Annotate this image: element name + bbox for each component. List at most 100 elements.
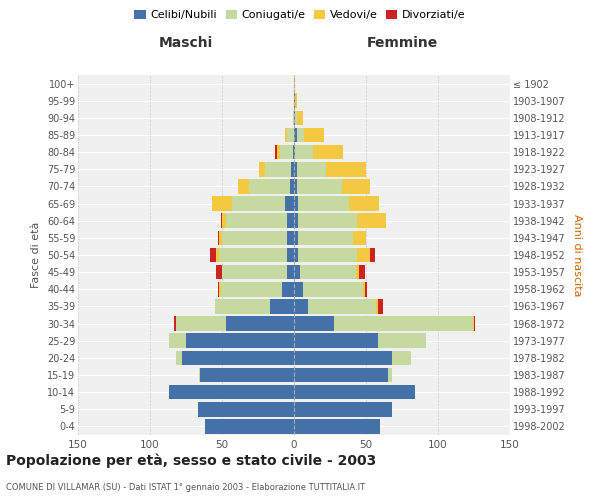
Bar bbox=[473, 316, 474, 331]
Bar bbox=[294, 282, 302, 296]
Bar bbox=[211, 248, 216, 262]
Bar bbox=[219, 282, 221, 296]
Bar bbox=[215, 299, 269, 314]
Bar bbox=[218, 230, 219, 245]
Bar bbox=[294, 128, 297, 142]
Bar bbox=[356, 265, 359, 280]
Bar bbox=[293, 110, 294, 125]
Bar bbox=[286, 128, 287, 142]
Bar bbox=[295, 145, 313, 160]
Legend: Celibi/Nubili, Coniugati/e, Vedovi/e, Divorziati/e: Celibi/Nubili, Coniugati/e, Vedovi/e, Di… bbox=[130, 6, 470, 25]
Bar bbox=[221, 214, 222, 228]
Bar bbox=[294, 402, 392, 416]
Bar bbox=[363, 282, 365, 296]
Bar bbox=[290, 179, 294, 194]
Bar bbox=[259, 162, 265, 176]
Bar bbox=[294, 299, 308, 314]
Bar bbox=[176, 350, 182, 365]
Bar bbox=[298, 248, 358, 262]
Bar bbox=[221, 282, 283, 296]
Bar bbox=[358, 214, 386, 228]
Bar bbox=[358, 248, 370, 262]
Bar bbox=[186, 334, 294, 348]
Bar bbox=[298, 214, 358, 228]
Bar bbox=[232, 196, 286, 211]
Bar bbox=[377, 334, 427, 348]
Bar bbox=[199, 368, 200, 382]
Bar bbox=[326, 162, 366, 176]
Bar bbox=[294, 368, 388, 382]
Bar bbox=[283, 282, 294, 296]
Bar bbox=[370, 248, 374, 262]
Bar bbox=[169, 334, 186, 348]
Bar bbox=[226, 316, 294, 331]
Bar bbox=[176, 316, 226, 331]
Bar bbox=[295, 94, 297, 108]
Bar bbox=[294, 265, 300, 280]
Bar bbox=[377, 299, 383, 314]
Bar bbox=[222, 265, 287, 280]
Text: COMUNE DI VILLAMAR (SU) - Dati ISTAT 1° gennaio 2003 - Elaborazione TUTTITALIA.I: COMUNE DI VILLAMAR (SU) - Dati ISTAT 1° … bbox=[6, 483, 365, 492]
Bar bbox=[365, 282, 367, 296]
Bar bbox=[349, 196, 379, 211]
Bar bbox=[294, 162, 297, 176]
Bar bbox=[298, 196, 349, 211]
Bar bbox=[291, 162, 294, 176]
Bar bbox=[300, 265, 356, 280]
Bar bbox=[169, 385, 294, 400]
Bar bbox=[182, 350, 294, 365]
Bar bbox=[222, 214, 226, 228]
Bar bbox=[334, 316, 473, 331]
Y-axis label: Anni di nascita: Anni di nascita bbox=[572, 214, 583, 296]
Bar bbox=[294, 76, 295, 91]
Bar bbox=[294, 196, 298, 211]
Bar bbox=[212, 196, 232, 211]
Bar bbox=[275, 145, 277, 160]
Bar bbox=[294, 334, 377, 348]
Bar bbox=[298, 230, 353, 245]
Bar bbox=[280, 145, 293, 160]
Bar bbox=[294, 214, 298, 228]
Y-axis label: Fasce di età: Fasce di età bbox=[31, 222, 41, 288]
Bar bbox=[219, 248, 287, 262]
Bar bbox=[250, 179, 290, 194]
Bar bbox=[359, 265, 365, 280]
Text: Femmine: Femmine bbox=[367, 36, 437, 50]
Bar bbox=[205, 419, 294, 434]
Bar bbox=[218, 282, 219, 296]
Bar bbox=[297, 110, 302, 125]
Bar bbox=[200, 368, 294, 382]
Bar bbox=[294, 316, 334, 331]
Bar bbox=[304, 128, 324, 142]
Bar bbox=[294, 179, 297, 194]
Bar bbox=[286, 196, 294, 211]
Bar bbox=[297, 179, 341, 194]
Bar bbox=[294, 145, 295, 160]
Bar bbox=[297, 162, 326, 176]
Bar bbox=[474, 316, 475, 331]
Bar bbox=[277, 145, 280, 160]
Bar bbox=[197, 402, 294, 416]
Bar bbox=[294, 419, 380, 434]
Bar bbox=[308, 299, 376, 314]
Text: Popolazione per età, sesso e stato civile - 2003: Popolazione per età, sesso e stato civil… bbox=[6, 454, 376, 468]
Bar bbox=[388, 368, 392, 382]
Bar bbox=[216, 248, 219, 262]
Bar bbox=[287, 230, 294, 245]
Bar bbox=[302, 282, 363, 296]
Bar bbox=[293, 145, 294, 160]
Bar bbox=[294, 94, 295, 108]
Bar bbox=[222, 230, 287, 245]
Bar bbox=[341, 179, 370, 194]
Bar bbox=[297, 128, 304, 142]
Bar bbox=[219, 230, 222, 245]
Bar bbox=[376, 299, 377, 314]
Bar bbox=[295, 110, 297, 125]
Bar bbox=[294, 350, 392, 365]
Bar bbox=[226, 214, 287, 228]
Bar bbox=[294, 110, 295, 125]
Bar bbox=[353, 230, 366, 245]
Bar bbox=[392, 350, 410, 365]
Bar bbox=[175, 316, 176, 331]
Bar bbox=[287, 214, 294, 228]
